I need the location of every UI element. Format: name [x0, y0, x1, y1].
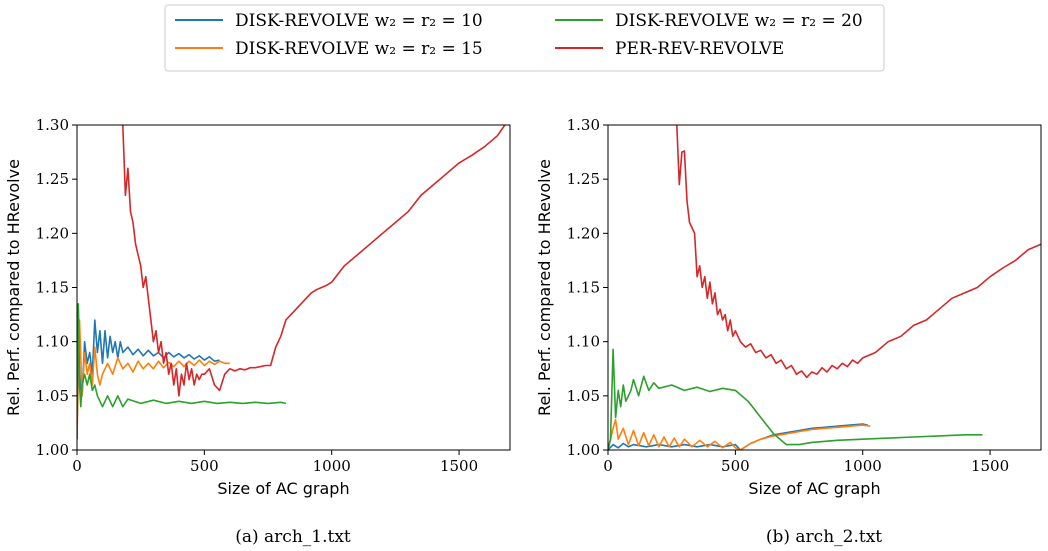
y-tick-label: 1.15: [567, 279, 600, 297]
legend-frame: [164, 4, 885, 72]
y-tick-label: 1.10: [36, 333, 69, 351]
y-tick-label: 1.25: [567, 170, 600, 188]
chart-panel-b: 0 500 1000 1500 1.00 1.05 1.10 1.15 1.20 1.25 1.30…: [535, 116, 1042, 547]
series-line-3: [676, 125, 1041, 379]
series-group: [77, 125, 506, 440]
y-tick-label: 1.00: [567, 441, 600, 459]
y-tick-label: 1.30: [567, 116, 600, 134]
subfigure-caption: (b) arch_2.txt: [766, 527, 882, 547]
y-tick-label: 1.05: [36, 387, 69, 405]
y-tick-label: 1.20: [36, 224, 69, 242]
series-line-1: [608, 418, 871, 450]
subfigure-caption: (a) arch_1.txt: [235, 527, 351, 547]
y-tick-label: 1.10: [567, 333, 600, 351]
series-line-2: [77, 302, 287, 440]
x-tick-label: 500: [190, 457, 219, 475]
x-tick-label: 1000: [844, 457, 882, 475]
y-tick-label: 1.00: [36, 441, 69, 459]
x-tick-label: 1500: [971, 457, 1009, 475]
series-line-3: [122, 125, 506, 397]
y-tick-label: 1.20: [567, 224, 600, 242]
legend: DISK-REVOLVE w₂ = r₂ = 10 DISK-REVOLVE w₂…: [164, 4, 885, 72]
x-tick-label: 1000: [313, 457, 351, 475]
y-tick-label: 1.05: [567, 387, 600, 405]
legend-label-3: PER-REV-REVOLVE: [615, 39, 784, 59]
y-tick-label: 1.25: [36, 170, 69, 188]
series-line-0: [77, 308, 220, 440]
y-axis-label: Rel. Perf. compared to HRevolve: [4, 159, 23, 416]
x-tick-label: 500: [721, 457, 750, 475]
x-axis-label: Size of AC graph: [217, 479, 349, 498]
chart-panel-a: 0 500 1000 1500 1.00 1.05 1.10 1.15 1.20 1.25 1.30…: [4, 116, 511, 547]
y-axis-label: Rel. Perf. compared to HRevolve: [535, 159, 554, 416]
x-tick-label: 0: [72, 457, 82, 475]
plot-frame: [76, 124, 511, 451]
series-group: [608, 125, 1041, 450]
series-line-2: [608, 348, 983, 450]
y-tick-label: 1.15: [36, 279, 69, 297]
x-tick-label: 0: [603, 457, 613, 475]
series-line-1: [77, 319, 230, 440]
legend-label-0: DISK-REVOLVE w₂ = r₂ = 10: [235, 11, 483, 31]
x-tick-label: 1500: [440, 457, 478, 475]
y-tick-label: 1.30: [36, 116, 69, 134]
legend-label-1: DISK-REVOLVE w₂ = r₂ = 15: [235, 39, 483, 59]
legend-label-2: DISK-REVOLVE w₂ = r₂ = 20: [615, 11, 863, 31]
x-axis-label: Size of AC graph: [748, 479, 880, 498]
series-line-0: [608, 423, 868, 450]
